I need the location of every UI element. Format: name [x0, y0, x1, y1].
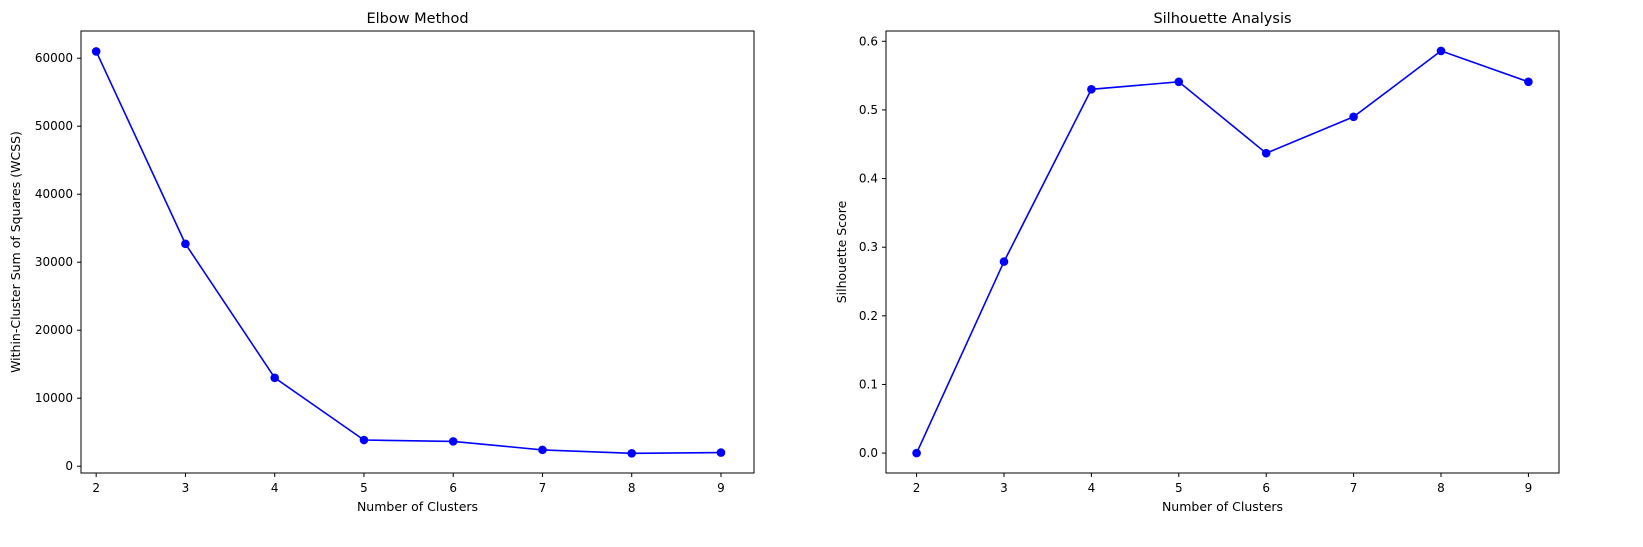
x-axis-label: Number of Clusters [357, 499, 478, 514]
data-point [1524, 77, 1533, 87]
x-tick-label: 3 [1000, 481, 1008, 495]
x-tick-label: 4 [1088, 481, 1096, 495]
data-point [91, 47, 101, 56]
plot-frame [80, 30, 755, 474]
data-point [716, 448, 726, 457]
chart-1: Elbow Method Number of Clusters Within-Clu… [8, 11, 755, 514]
chart-title: Silhouette Analysis [1153, 11, 1291, 27]
x-axis-label: Number of Clusters [1162, 499, 1283, 514]
y-tick-label: 50000 [35, 119, 73, 133]
x-tick-label: 8 [628, 481, 636, 495]
y-tick-label: 0 [65, 459, 73, 473]
data-point [1261, 148, 1271, 158]
x-tick-label: 5 [360, 481, 368, 495]
x-tick-label: 6 [449, 481, 457, 495]
data-point [999, 257, 1009, 266]
x-tick-label: 8 [1437, 481, 1445, 495]
y-axis-label: Silhouette Score [834, 200, 849, 303]
plot-frame [885, 30, 1560, 474]
data-point [912, 448, 921, 458]
series-line [915, 50, 1529, 454]
y-tick-label: 0.4 [859, 172, 878, 186]
y-tick-label: 0.6 [859, 34, 878, 48]
y-axis-label: Within-Cluster Sum of Squares (WCSS) [8, 131, 23, 373]
x-tick-label: 9 [717, 481, 725, 495]
data-point [181, 239, 190, 249]
chart-title: Elbow Method [366, 11, 468, 27]
x-tick-label: 7 [1350, 481, 1358, 495]
series-line [95, 51, 722, 455]
data-point [1174, 77, 1184, 87]
data-point [448, 437, 458, 446]
x-tick-label: 2 [913, 481, 921, 495]
data-point [1087, 85, 1096, 94]
x-tick-label: 7 [539, 481, 547, 495]
chart-2: Silhouette Analysis Number of Clusters Sil… [834, 11, 1560, 514]
x-tick-label: 9 [1525, 481, 1533, 495]
y-tick-label: 30000 [35, 255, 73, 269]
y-tick-label: 0.1 [859, 377, 878, 391]
y-tick-label: 0.5 [859, 103, 878, 117]
x-tick-label: 5 [1175, 481, 1183, 495]
x-tick-label: 4 [271, 481, 279, 495]
x-tick-label: 3 [182, 481, 190, 495]
y-tick-label: 10000 [35, 391, 73, 405]
y-tick-label: 0.3 [859, 240, 878, 254]
data-point [1349, 112, 1358, 122]
y-tick-label: 0.0 [859, 446, 878, 460]
y-tick-label: 20000 [35, 323, 73, 337]
x-tick-label: 6 [1262, 481, 1270, 495]
data-point [270, 373, 279, 383]
data-point [1436, 46, 1446, 56]
data-point [627, 448, 637, 458]
y-tick-label: 0.2 [859, 309, 878, 323]
data-point [538, 445, 547, 455]
y-tick-label: 60000 [35, 51, 73, 65]
data-point [359, 435, 369, 445]
x-tick-label: 2 [92, 481, 100, 495]
y-tick-label: 40000 [35, 187, 73, 201]
